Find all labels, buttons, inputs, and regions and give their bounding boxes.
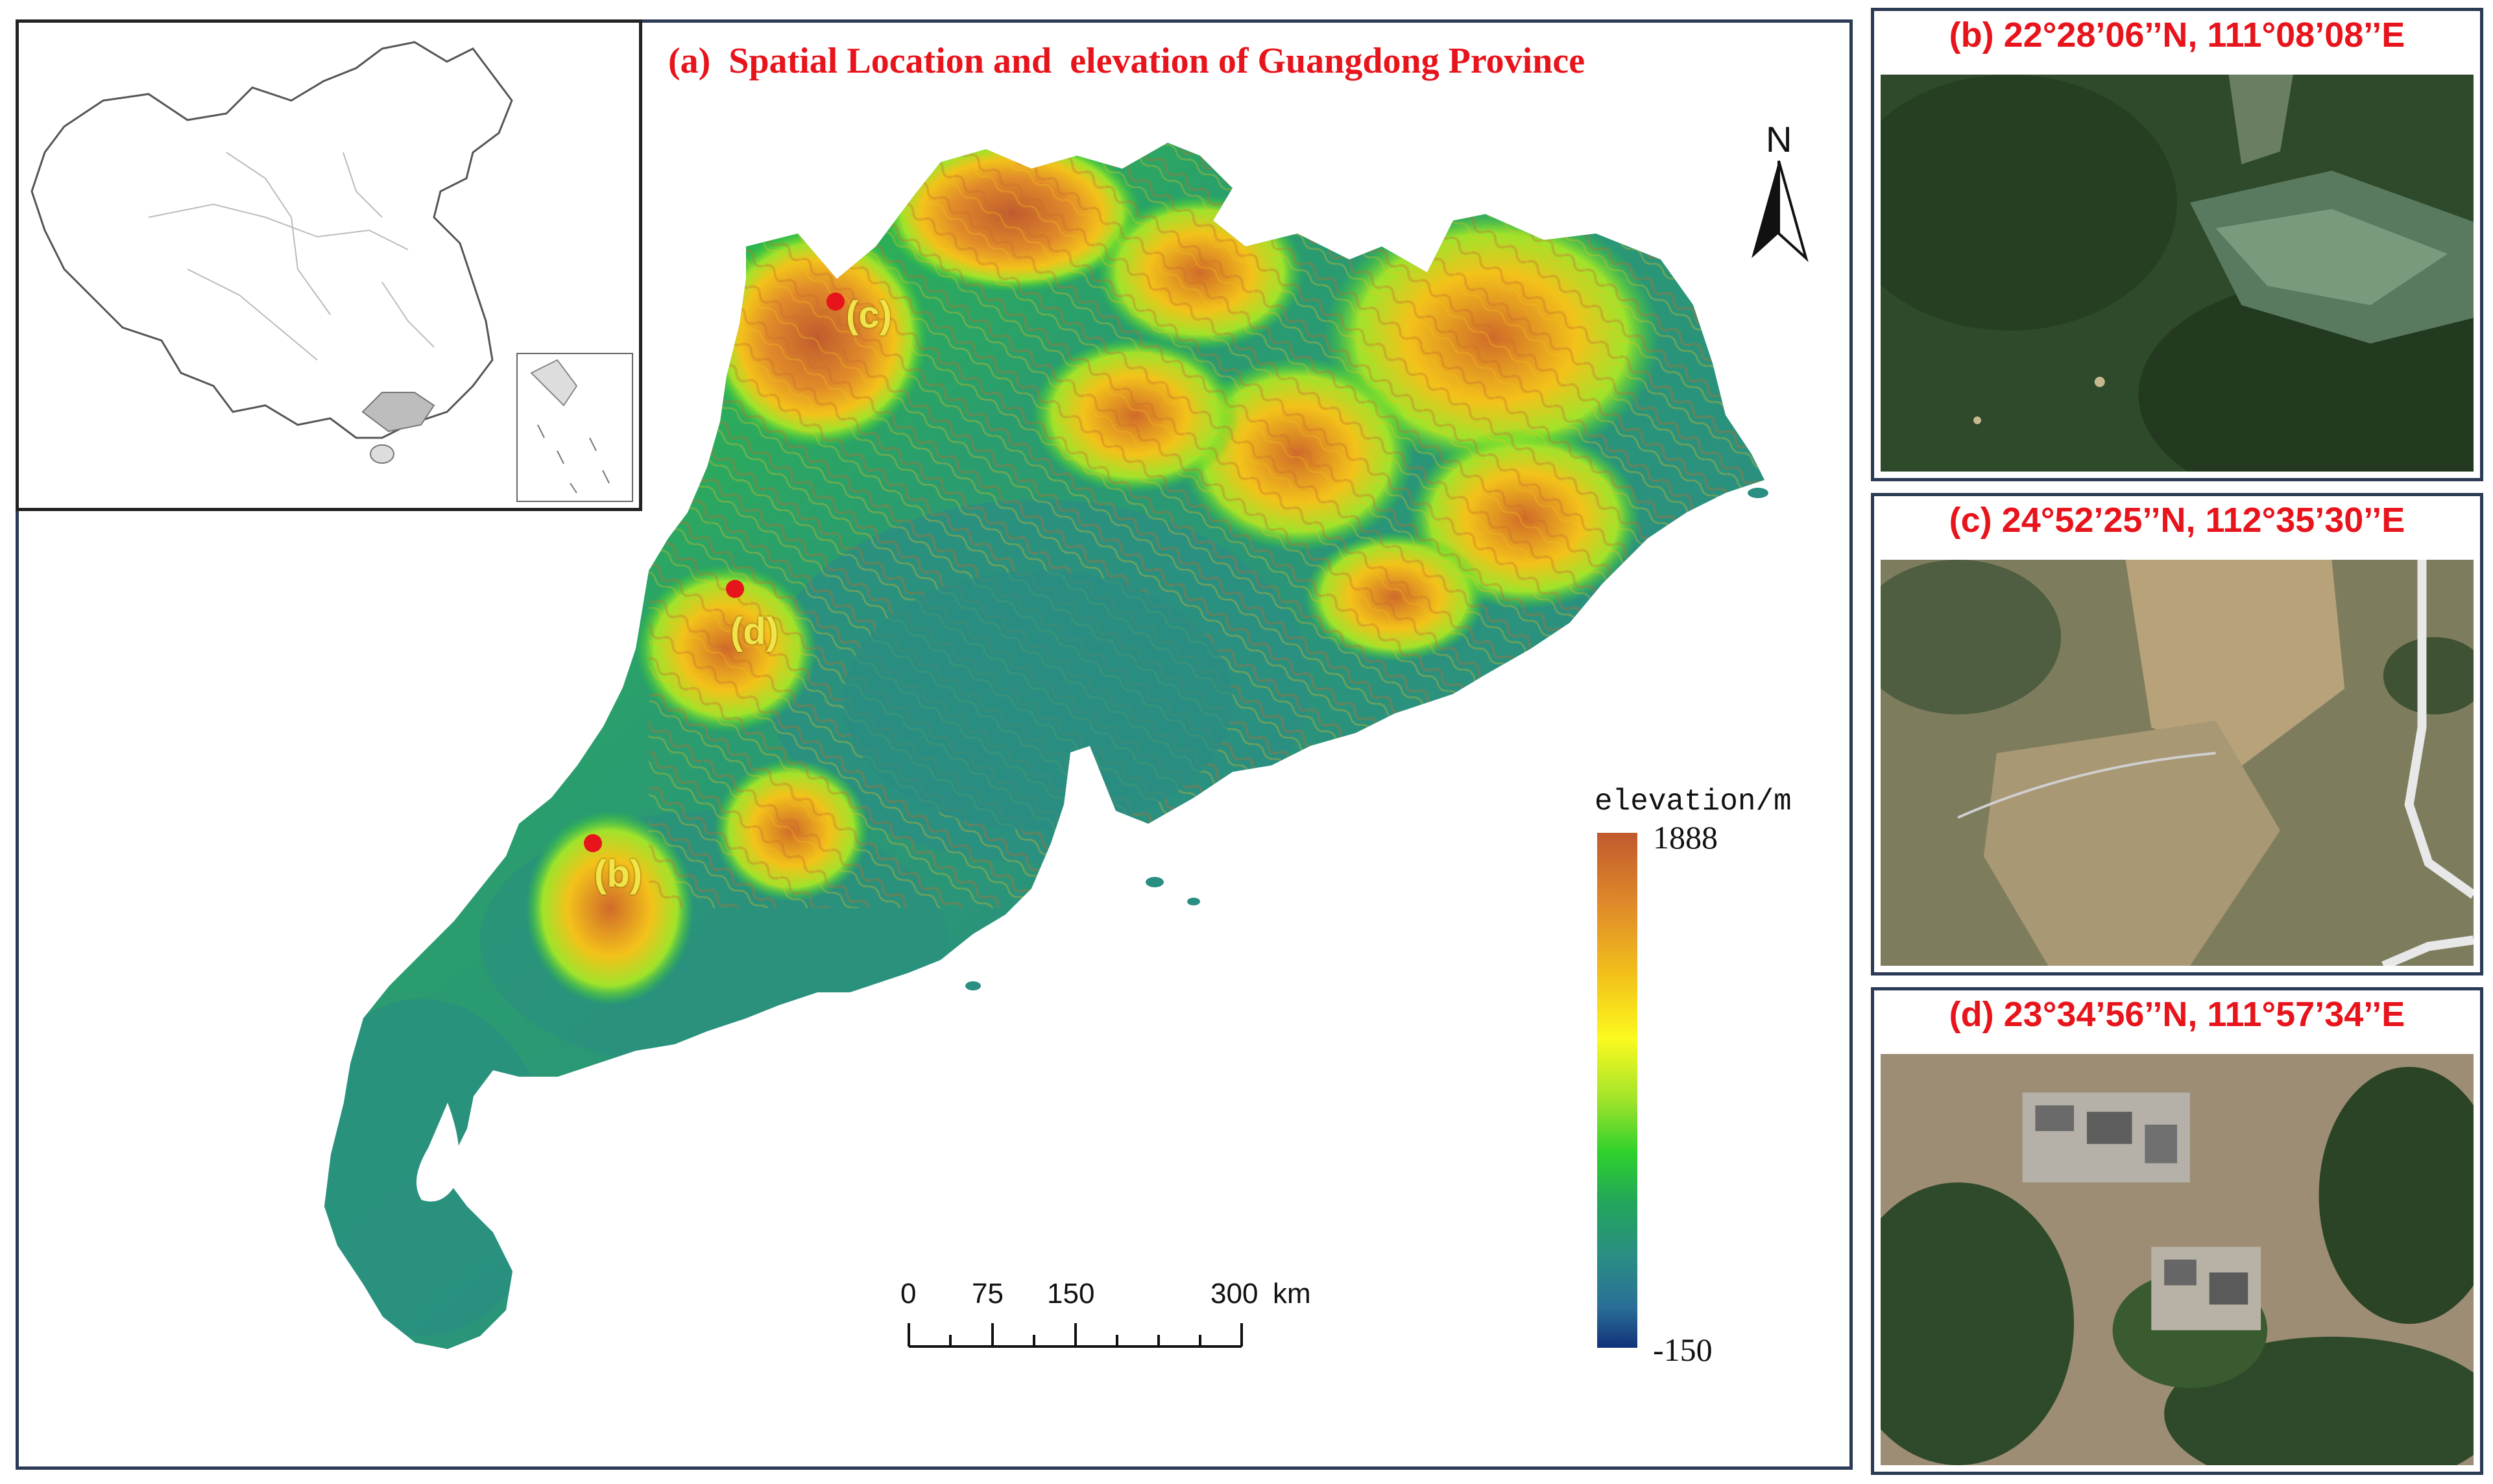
island-shape	[1748, 488, 1768, 498]
point-c-marker	[826, 293, 845, 311]
legend-title: elevation/m	[1595, 785, 1792, 819]
china-inset-map	[16, 19, 642, 511]
satellite-image-d	[1881, 1054, 2474, 1465]
legend-max-label: 1888	[1653, 819, 1718, 856]
satellite-image-c	[1881, 560, 2474, 966]
point-b-label: (b)	[594, 853, 643, 895]
scale-tick-300: 300	[1210, 1278, 1259, 1310]
legend-min-label: -150	[1653, 1332, 1713, 1368]
scale-unit: km	[1273, 1278, 1311, 1310]
photo-panel-d: (d) 23°34’56’’N, 111°57’34’’E	[1871, 987, 2483, 1475]
china-outline-map	[30, 41, 633, 502]
north-arrow-icon	[1752, 160, 1809, 263]
photo-d-title: (d) 23°34’56’’N, 111°57’34’’E	[1949, 995, 2405, 1034]
point-c-label: (c)	[846, 294, 892, 336]
scale-tick-0: 0	[900, 1278, 917, 1310]
island-shape	[1146, 877, 1164, 887]
photo-b-title: (b) 22°28’06’’N, 111°08’08’’E	[1949, 16, 2405, 54]
island-shape	[965, 981, 981, 990]
point-d-label: (d)	[730, 610, 779, 652]
point-b-marker	[584, 834, 602, 852]
island-shape	[1187, 898, 1200, 905]
photo-c-title: (c) 24°52’25’’N, 112°35’30’’E	[1949, 501, 2405, 540]
point-d-marker	[726, 580, 744, 598]
main-map-title: (a) Spatial Location and elevation of Gu…	[668, 41, 1585, 81]
photo-panel-c: (c) 24°52’25’’N, 112°35’30’’E	[1871, 493, 2483, 975]
elevation-colorbar	[1597, 833, 1637, 1348]
satellite-image-b	[1881, 75, 2474, 472]
scale-tick-150: 150	[1047, 1278, 1095, 1310]
photo-panel-b: (b) 22°28’06’’N, 111°08’08’’E	[1871, 8, 2483, 481]
bay-shape	[416, 1103, 459, 1202]
north-label: N	[1766, 119, 1792, 160]
scale-tick-75: 75	[972, 1278, 1004, 1310]
guangdong-highlight	[361, 392, 435, 433]
scale-bar	[908, 1323, 1243, 1348]
